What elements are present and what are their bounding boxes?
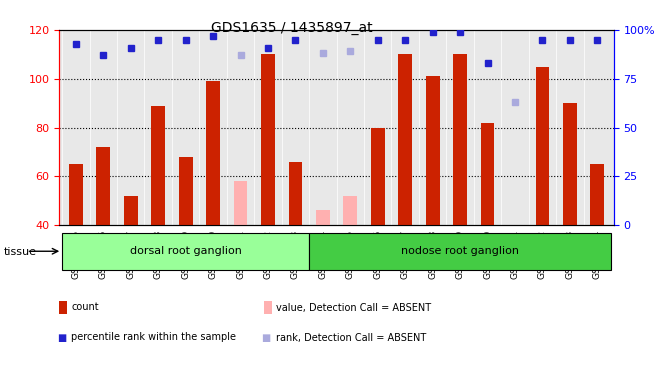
Bar — [96, 147, 110, 225]
Bar — [234, 181, 248, 225]
Text: percentile rank within the sample: percentile rank within the sample — [71, 333, 236, 342]
Bar — [453, 54, 467, 225]
Text: value, Detection Call = ABSENT: value, Detection Call = ABSENT — [276, 303, 431, 312]
Text: ■: ■ — [261, 333, 271, 342]
Bar — [69, 164, 82, 225]
Bar — [508, 225, 522, 320]
Text: dorsal root ganglion: dorsal root ganglion — [130, 246, 242, 256]
Bar — [343, 196, 357, 225]
Bar — [480, 123, 494, 225]
Bar — [309, 232, 611, 270]
Bar — [261, 54, 275, 225]
Text: count: count — [71, 303, 99, 312]
Bar — [124, 196, 138, 225]
Bar — [206, 81, 220, 225]
Bar — [288, 162, 302, 225]
Bar — [179, 157, 193, 225]
Text: ■: ■ — [57, 333, 66, 342]
Bar — [399, 54, 412, 225]
Text: tissue: tissue — [3, 247, 36, 257]
Bar — [371, 128, 385, 225]
Bar — [535, 67, 549, 225]
Bar — [151, 106, 165, 225]
Bar — [62, 232, 309, 270]
Bar — [591, 164, 604, 225]
Text: nodose root ganglion: nodose root ganglion — [401, 246, 519, 256]
Text: GDS1635 / 1435897_at: GDS1635 / 1435897_at — [211, 21, 373, 34]
Bar — [426, 76, 440, 225]
Bar — [316, 210, 330, 225]
Text: rank, Detection Call = ABSENT: rank, Detection Call = ABSENT — [276, 333, 426, 342]
Bar — [563, 103, 577, 225]
